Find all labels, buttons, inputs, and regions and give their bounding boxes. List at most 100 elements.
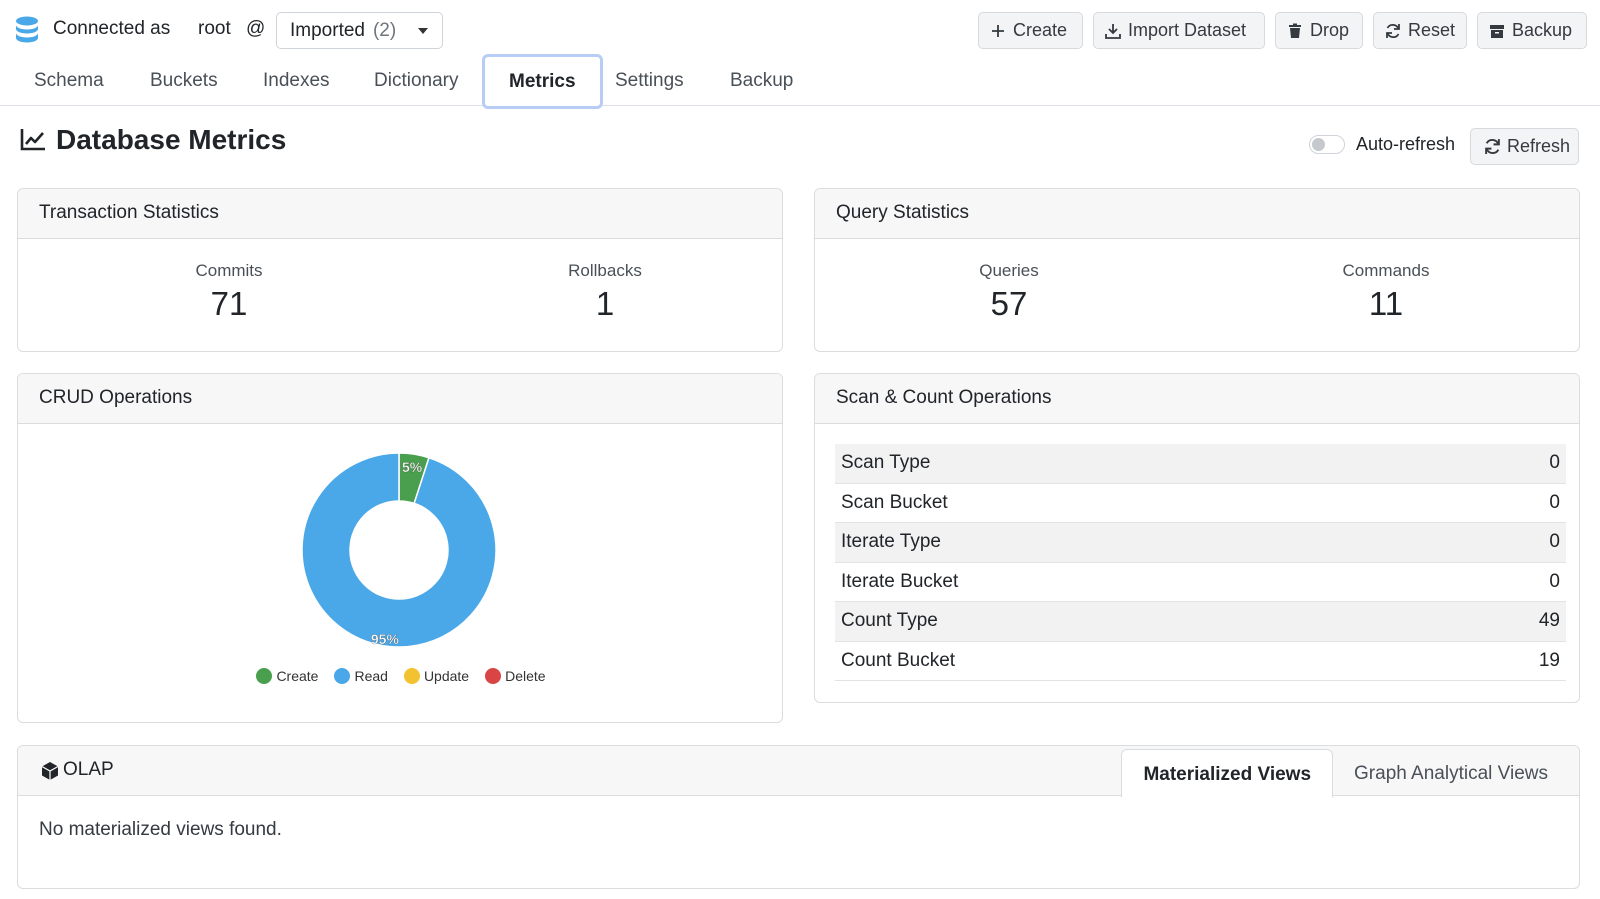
tab-backup[interactable]: Backup: [730, 70, 794, 91]
legend-item-read[interactable]: Read: [334, 668, 388, 684]
tab-bar: Schema Buckets Indexes Dictionary Metric…: [0, 52, 820, 109]
refresh-label: Refresh: [1507, 136, 1571, 156]
stat-value: 57: [990, 285, 1028, 322]
legend-item-update[interactable]: Update: [403, 668, 470, 684]
query-stats-card: Query Statistics Queries 57 Commands 11: [814, 188, 1580, 352]
trash-icon: [1289, 23, 1301, 38]
scan-count-card: Scan & Count Operations Scan Type 0 Scan …: [814, 373, 1580, 703]
stat-value: 1: [595, 285, 615, 322]
tab-dictionary[interactable]: Dictionary: [374, 70, 459, 91]
scan-table: Scan Type 0 Scan Bucket 0 Iterate Type 0 It…: [835, 444, 1566, 681]
legend-label: Create: [276, 668, 319, 684]
tab-metrics[interactable]: Metrics: [482, 54, 603, 109]
card-title: OLAP: [63, 759, 114, 780]
tab-graph-analytical-views[interactable]: Graph Analytical Views: [1354, 763, 1548, 784]
tab-indexes[interactable]: Indexes: [263, 70, 330, 91]
database-count: (2): [372, 19, 397, 41]
donut-label-read: 95%: [371, 631, 400, 647]
create-label: Create: [1013, 20, 1068, 40]
row-value: 0: [1549, 452, 1560, 474]
empty-state-message: No materialized views found.: [39, 819, 282, 840]
stat-value: 71: [210, 285, 248, 322]
row-label: Scan Type: [841, 452, 931, 474]
archive-icon: [1490, 24, 1504, 38]
table-row: Count Type 49: [835, 602, 1566, 642]
tab-materialized-views[interactable]: Materialized Views: [1121, 749, 1334, 798]
legend-swatch: [485, 668, 502, 684]
table-row: Iterate Type 0: [835, 523, 1566, 563]
database-select[interactable]: Imported (2): [276, 12, 443, 49]
row-value: 0: [1549, 491, 1560, 513]
connection-label: Connected as: [53, 18, 171, 39]
legend-swatch: [256, 668, 273, 684]
commands-stat: Commands 11: [1286, 261, 1486, 323]
tab-divider: [820, 105, 1600, 106]
top-bar: Connected as root @ Imported (2) Create …: [0, 0, 1600, 60]
card-title: Transaction Statistics: [18, 189, 782, 239]
backup-label: Backup: [1512, 20, 1573, 40]
chart-line-icon: [20, 129, 45, 151]
table-row: Count Bucket 19: [835, 642, 1566, 681]
card-title: Scan & Count Operations: [815, 374, 1579, 424]
row-value: 49: [1538, 610, 1560, 632]
queries-stat: Queries 57: [909, 261, 1109, 323]
cube-icon: [41, 762, 59, 780]
stat-value: 11: [1368, 285, 1404, 322]
legend-item-delete[interactable]: Delete: [485, 668, 546, 684]
row-label: Count Type: [841, 610, 938, 632]
drop-label: Drop: [1310, 20, 1350, 40]
connection-at: @: [246, 18, 266, 39]
import-label: Import Dataset: [1128, 20, 1247, 40]
row-value: 0: [1549, 531, 1560, 553]
table-row: Iterate Bucket 0: [835, 563, 1566, 602]
stat-label: Commits: [195, 261, 263, 280]
create-button[interactable]: Create: [978, 12, 1083, 49]
rollbacks-stat: Rollbacks 1: [505, 261, 705, 323]
crud-donut-chart: 5% 95%: [301, 452, 497, 648]
auto-refresh-toggle[interactable]: [1309, 135, 1345, 154]
import-dataset-button[interactable]: Import Dataset: [1093, 12, 1265, 49]
table-row: Scan Type 0: [835, 444, 1566, 484]
legend-label: Delete: [505, 668, 546, 684]
legend-swatch: [334, 668, 351, 684]
stat-label: Queries: [979, 261, 1039, 280]
row-label: Iterate Bucket: [841, 570, 959, 592]
crud-operations-card: CRUD Operations 5% 95% Create Read Update…: [17, 373, 783, 723]
tab-buckets[interactable]: Buckets: [150, 70, 218, 91]
tab-schema[interactable]: Schema: [34, 70, 104, 91]
backup-button[interactable]: Backup: [1477, 12, 1587, 49]
drop-button[interactable]: Drop: [1275, 12, 1363, 49]
card-title: CRUD Operations: [18, 374, 782, 424]
row-label: Iterate Type: [841, 531, 941, 553]
legend-item-create[interactable]: Create: [256, 668, 318, 684]
legend-swatch: [403, 668, 420, 684]
refresh-icon: [1386, 23, 1400, 38]
tab-settings[interactable]: Settings: [615, 70, 684, 91]
refresh-button[interactable]: Refresh: [1470, 128, 1579, 165]
plus-icon: [992, 24, 1004, 37]
row-value: 19: [1538, 649, 1560, 671]
stat-label: Commands: [1342, 261, 1430, 280]
chart-legend: Create Read Update Delete: [18, 668, 782, 684]
table-row: Scan Bucket 0: [835, 484, 1566, 523]
donut-slice-read[interactable]: [301, 452, 497, 648]
olap-tabs: Materialized Views Graph Analytical View…: [1121, 749, 1569, 798]
row-label: Scan Bucket: [841, 491, 948, 513]
auto-refresh-label: Auto-refresh: [1356, 134, 1456, 154]
chevron-down-icon: [418, 28, 428, 34]
reset-button[interactable]: Reset: [1373, 12, 1467, 49]
commits-stat: Commits 71: [129, 261, 329, 323]
transaction-stats-card: Transaction Statistics Commits 71 Rollba…: [17, 188, 783, 352]
row-label: Count Bucket: [841, 649, 956, 671]
database-icon: [16, 16, 38, 43]
row-value: 0: [1549, 570, 1560, 592]
connection-user: root: [198, 18, 231, 39]
donut-label-create: 5%: [402, 459, 423, 475]
legend-label: Read: [354, 668, 388, 684]
card-title: Query Statistics: [815, 189, 1579, 239]
download-icon: [1105, 23, 1121, 39]
reset-label: Reset: [1407, 20, 1455, 40]
olap-card: OLAP Materialized Views Graph Analytical…: [17, 745, 1580, 889]
legend-label: Update: [423, 668, 470, 684]
stat-label: Rollbacks: [568, 261, 642, 280]
